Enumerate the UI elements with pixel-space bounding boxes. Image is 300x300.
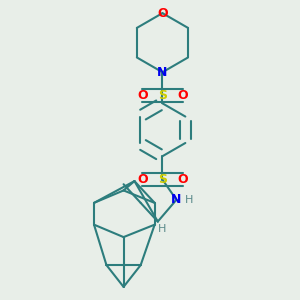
Text: H: H [158, 224, 166, 234]
Text: O: O [137, 89, 148, 102]
Text: H: H [185, 195, 193, 205]
Text: O: O [137, 173, 148, 186]
Text: O: O [157, 7, 168, 20]
Text: N: N [171, 193, 182, 206]
Text: S: S [158, 89, 167, 102]
Text: N: N [157, 66, 168, 79]
Text: O: O [177, 89, 188, 102]
Text: S: S [158, 173, 167, 186]
Text: O: O [177, 173, 188, 186]
